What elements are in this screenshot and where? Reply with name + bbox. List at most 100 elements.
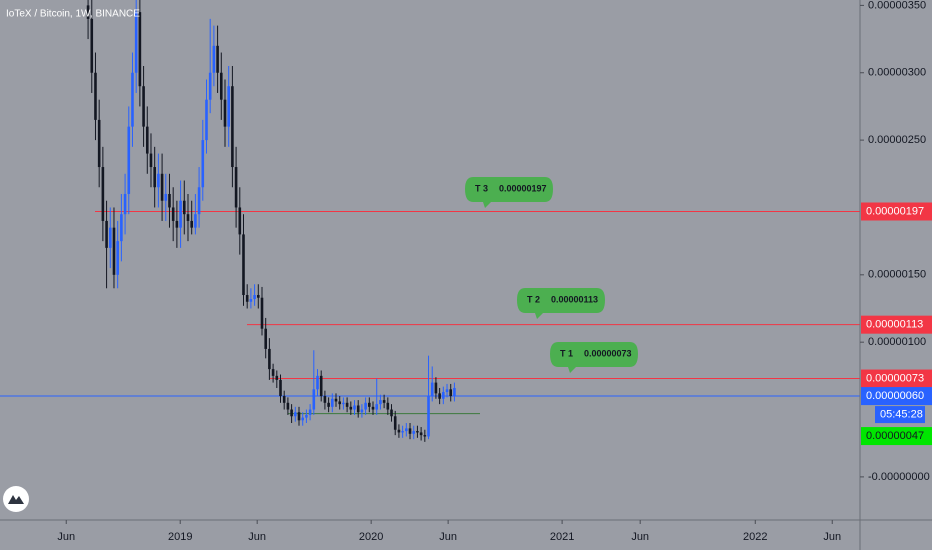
logo-circle[interactable] <box>3 486 29 512</box>
candle-body <box>371 406 375 410</box>
candle-body <box>157 173 160 188</box>
candle-body <box>453 387 456 397</box>
candle-body <box>149 153 153 168</box>
candle-body <box>223 99 227 127</box>
candle-body <box>86 5 90 19</box>
candle-body <box>412 431 416 434</box>
candle-body <box>271 369 275 376</box>
candle-body <box>312 389 316 410</box>
candle-body <box>423 435 427 437</box>
current-price-label: 0.00000060 <box>866 390 924 402</box>
candle-body <box>145 126 149 154</box>
candle-body <box>208 72 212 100</box>
candle-body <box>331 398 334 407</box>
candle-body <box>416 431 419 433</box>
candle-body <box>334 398 338 402</box>
logo[interactable] <box>3 486 29 512</box>
candle-body <box>445 389 449 393</box>
candle-body <box>164 193 168 201</box>
candle-body <box>323 396 327 403</box>
candle-body <box>197 187 201 215</box>
candle-body <box>368 402 371 407</box>
candle-body <box>231 86 234 168</box>
candle-body <box>279 379 282 397</box>
candle-body <box>290 409 293 417</box>
candle-body <box>256 295 260 298</box>
candle-body <box>360 409 364 413</box>
plot-area: T 3 0.00000197 T 2 0.00000113 T 1 0.00000073 <box>0 0 860 442</box>
candle-body <box>375 404 379 410</box>
candle-body <box>308 409 312 415</box>
y-tick-label: 0.00000300 <box>868 67 926 79</box>
candle-body <box>294 412 297 417</box>
candle-body <box>120 214 123 242</box>
candle-body <box>264 328 267 349</box>
candle-body <box>182 200 186 215</box>
candle-body <box>242 234 245 296</box>
candle-body <box>301 417 305 421</box>
callout-bubble <box>517 288 605 319</box>
candle-body <box>438 393 441 399</box>
candle-body <box>442 392 445 399</box>
candle-body <box>171 207 175 221</box>
candle-body <box>245 295 249 302</box>
candle-body <box>142 86 145 127</box>
y-tick-label: 0.00000350 <box>868 0 926 11</box>
candle-body <box>386 402 390 410</box>
candle-body <box>297 412 301 421</box>
candle-body <box>101 167 105 221</box>
candle-body <box>249 299 253 302</box>
candle-body <box>408 428 412 434</box>
candle-body <box>342 402 345 405</box>
candle-body <box>112 227 116 275</box>
candle-body <box>127 126 131 194</box>
candle-body <box>227 86 230 127</box>
candle-body <box>190 220 193 228</box>
candle-body <box>168 193 171 208</box>
candle-body <box>345 402 349 407</box>
symbol-title: IoTeX / Bitcoin, 1W, BINANCE <box>6 9 140 20</box>
x-tick-label: 2019 <box>168 531 192 543</box>
x-tick-label: Jun <box>439 531 457 543</box>
target-price-label-box <box>861 369 932 388</box>
candle-body <box>379 400 382 405</box>
x-tick-label: 2021 <box>550 531 574 543</box>
candle-body <box>153 167 156 188</box>
candle-body <box>349 406 353 410</box>
candle-body <box>397 429 401 433</box>
candle-body <box>382 400 386 403</box>
candle-body <box>286 402 290 410</box>
candle-body <box>319 375 323 397</box>
candle-body <box>275 375 279 380</box>
candle-body <box>364 402 367 410</box>
candle-body <box>179 200 182 228</box>
low-price-label-box <box>861 427 932 446</box>
target-price-label: 0.00000113 <box>866 319 923 331</box>
candle-body <box>260 297 264 329</box>
target-price-label: 0.00000073 <box>866 372 924 384</box>
candle-body <box>175 220 179 228</box>
candle-body <box>201 140 205 188</box>
candle-body <box>449 389 453 397</box>
candle-body <box>356 405 360 413</box>
target-price-label-box <box>861 202 932 221</box>
candle-body <box>134 12 138 73</box>
candle-body <box>253 295 256 300</box>
x-tick-label: 2020 <box>359 531 383 543</box>
callout-bubble <box>550 342 638 373</box>
candle-body <box>390 409 393 417</box>
candle-body <box>401 431 404 433</box>
target-price-label-box <box>861 315 932 334</box>
candle-body <box>108 227 112 248</box>
y-tick-label: 0.00000150 <box>868 269 926 281</box>
candle-body <box>353 405 356 410</box>
candle-body <box>194 214 197 228</box>
candle-body <box>94 72 97 120</box>
candle-body <box>405 428 408 432</box>
logo-icon[interactable] <box>8 495 24 504</box>
candle-body <box>90 18 94 73</box>
countdown-box <box>875 406 925 424</box>
candle-body <box>427 396 430 437</box>
candle-body <box>216 45 219 73</box>
